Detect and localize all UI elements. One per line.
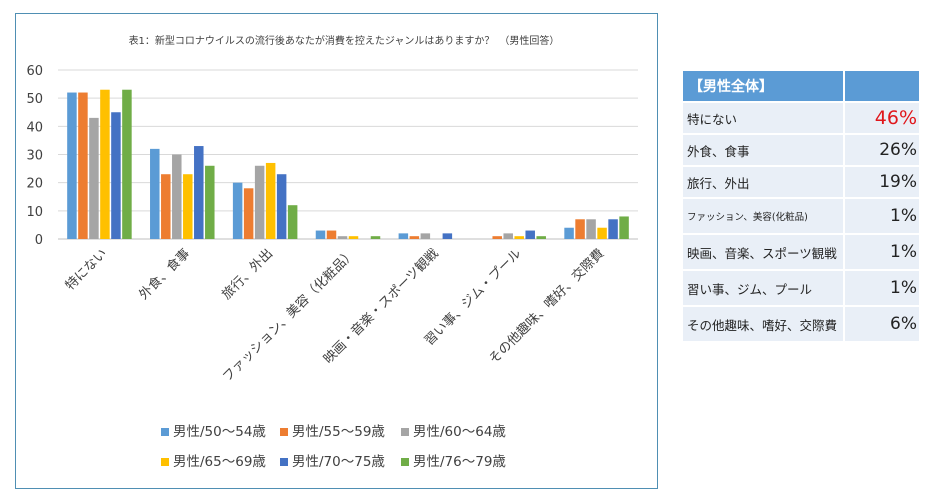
row-label: 映画、音楽、スポーツ観戦	[683, 233, 845, 270]
legend-label: 男性/60〜64歳	[413, 424, 506, 440]
bar	[243, 188, 254, 239]
row-value: 1%	[844, 269, 919, 306]
chart-frame: 表1：新型コロナウイルスの流行後あなたが消費を控えたジャンルはありますか？ （男…	[15, 13, 658, 489]
bar	[194, 146, 204, 239]
y-tick-label: 40	[26, 120, 43, 135]
bar	[183, 174, 193, 239]
row-value: 26%	[844, 133, 919, 166]
row-label: 旅行、外出	[683, 165, 845, 198]
summary-table: 【男性全体】 特にない 46% 外食、食事 26% 旅行、外出 19% ファッシ…	[683, 71, 919, 341]
table-row: ファッション、美容(化粧品) 1%	[683, 197, 919, 234]
bar	[161, 174, 171, 239]
bars	[67, 89, 629, 240]
x-tick-label: 旅行、外出	[219, 246, 276, 303]
row-value: 19%	[844, 165, 919, 198]
bar	[276, 174, 287, 239]
bar	[78, 92, 88, 240]
bar	[122, 89, 132, 239]
table-row: 特にない 46%	[683, 101, 919, 134]
bar	[597, 227, 607, 239]
bar	[337, 236, 348, 239]
table-row: 旅行、外出 19%	[683, 165, 919, 198]
bar	[348, 236, 359, 239]
row-value: 46%	[844, 101, 919, 134]
x-tick-label: ファッション、美容（化粧品）	[219, 246, 358, 385]
x-tick-label: 特にない	[63, 246, 110, 293]
bar	[232, 182, 243, 239]
row-label: 特にない	[683, 101, 845, 134]
legend-swatch	[161, 428, 169, 436]
y-tick-label: 60	[26, 64, 43, 79]
bar	[586, 219, 596, 239]
bar	[111, 112, 121, 239]
y-tick-label: 0	[35, 233, 43, 248]
bar	[492, 236, 502, 239]
bar	[619, 216, 629, 239]
bar	[172, 154, 182, 239]
summary-header-value	[844, 71, 919, 102]
summary-header-row: 【男性全体】	[683, 71, 919, 102]
y-tick-label: 50	[26, 92, 43, 107]
bar	[409, 236, 420, 239]
table-row: 外食、食事 26%	[683, 133, 919, 166]
legend-swatch	[161, 458, 169, 466]
y-axis-ticks: 0 10 20 30 40 50 60	[26, 64, 43, 248]
bar	[265, 162, 276, 239]
bar	[287, 205, 298, 239]
bar	[420, 233, 431, 239]
row-label: 習い事、ジム、プール	[683, 269, 845, 306]
summary-header: 【男性全体】	[683, 71, 845, 102]
bar	[564, 227, 574, 239]
table-row: 習い事、ジム、プール 1%	[683, 269, 919, 306]
bar	[398, 233, 409, 239]
bar	[326, 230, 337, 239]
bar	[89, 117, 99, 239]
legend-label: 男性/55〜59歳	[292, 424, 385, 440]
bar	[205, 165, 215, 239]
bar	[315, 230, 326, 239]
legend-label: 男性/65〜69歳	[173, 454, 266, 470]
bar	[100, 89, 110, 239]
row-value: 1%	[844, 233, 919, 270]
table-row: 映画、音楽、スポーツ観戦 1%	[683, 233, 919, 270]
bar	[525, 230, 535, 239]
legend-swatch	[280, 428, 288, 436]
gridlines	[58, 69, 638, 240]
row-label: 外食、食事	[683, 133, 845, 166]
x-axis-ticks: 特にない 外食、食事 旅行、外出ファッション、美容（化粧品）映画・音楽・スポーツ観戦…	[63, 246, 608, 385]
bar	[514, 236, 524, 239]
bar	[150, 148, 160, 239]
y-tick-label: 30	[26, 149, 43, 164]
bar	[370, 236, 381, 239]
legend-label: 男性/76〜79歳	[413, 454, 506, 470]
legend-label: 男性/50〜54歳	[173, 424, 266, 440]
bar	[503, 233, 513, 239]
bar	[254, 165, 265, 239]
legend-label: 男性/70〜75歳	[292, 454, 385, 470]
x-tick-label: 外食、食事	[136, 246, 193, 303]
bar	[575, 219, 585, 239]
row-label: ファッション、美容(化粧品)	[683, 197, 845, 234]
table-row: その他趣味、嗜好、交際費 6%	[683, 305, 919, 341]
y-tick-label: 20	[26, 177, 43, 192]
bar	[536, 236, 546, 239]
bar	[608, 219, 618, 239]
y-tick-label: 10	[26, 205, 43, 220]
legend-swatch	[401, 428, 409, 436]
bar	[67, 92, 77, 240]
row-label: その他趣味、嗜好、交際費	[683, 305, 845, 341]
bar	[442, 233, 453, 239]
legend-swatch	[280, 458, 288, 466]
chart-title: 表1：新型コロナウイルスの流行後あなたが消費を控えたジャンルはありますか？ （男…	[129, 34, 560, 47]
legend-swatch	[401, 458, 409, 466]
bar-chart: 表1：新型コロナウイルスの流行後あなたが消費を控えたジャンルはありますか？ （男…	[26, 34, 638, 470]
row-value: 1%	[844, 197, 919, 234]
row-value: 6%	[844, 305, 919, 341]
